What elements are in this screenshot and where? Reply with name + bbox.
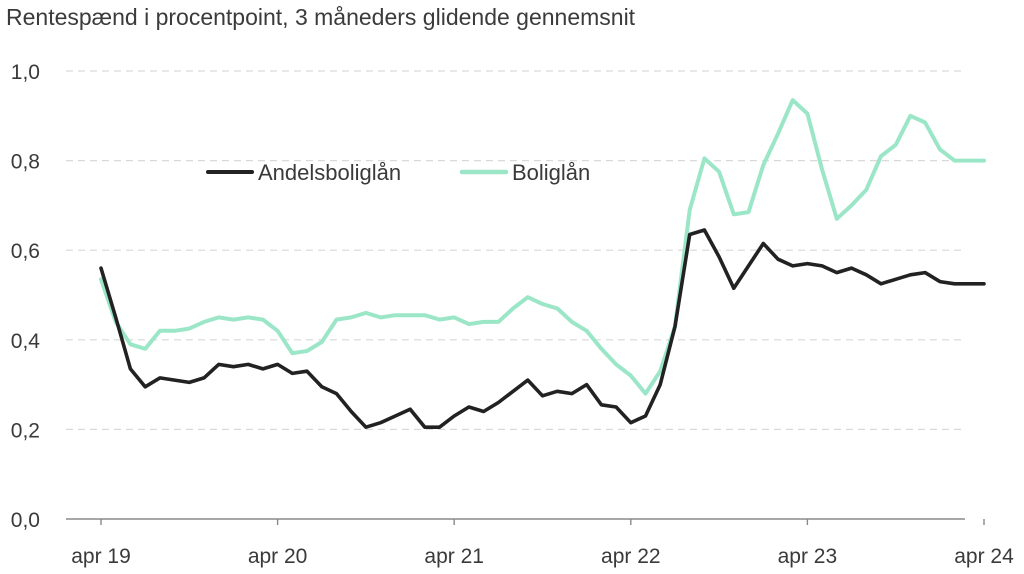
- x-tick-label: apr 24: [954, 545, 1014, 568]
- x-axis: [66, 518, 985, 525]
- y-tick-label: 0,8: [11, 151, 40, 174]
- grid-lines: [66, 70, 965, 430]
- y-tick-label: 0,0: [11, 509, 40, 532]
- series-line-andelsboliglaan: [99, 228, 986, 430]
- legend: Andelsboliglån Boliglån: [206, 160, 590, 185]
- y-tick-label: 0,4: [11, 330, 41, 353]
- x-tick-label: apr 21: [424, 545, 484, 568]
- legend-label: Boliglån: [512, 160, 590, 185]
- y-tick-label: 0,6: [11, 240, 40, 263]
- legend-label: Andelsboliglån: [258, 160, 401, 185]
- y-tick-label: 0,2: [11, 419, 40, 442]
- x-tick-label: apr 22: [601, 545, 661, 568]
- x-axis-labels: apr 19 apr 20 apr 21 apr 22 apr 23 apr 24: [71, 545, 1014, 568]
- x-tick-label: apr 23: [778, 545, 838, 568]
- series-line-boliglaan: [99, 98, 986, 396]
- y-tick-label: 1,0: [11, 61, 40, 84]
- x-tick-label: apr 20: [248, 545, 308, 568]
- chart-title: Rentespænd i procentpoint, 3 måneders gl…: [6, 4, 636, 30]
- series-lines: [99, 98, 986, 430]
- y-axis-labels: 0,0 0,2 0,4 0,6 0,8 1,0: [11, 61, 41, 532]
- x-tick-label: apr 19: [71, 545, 131, 568]
